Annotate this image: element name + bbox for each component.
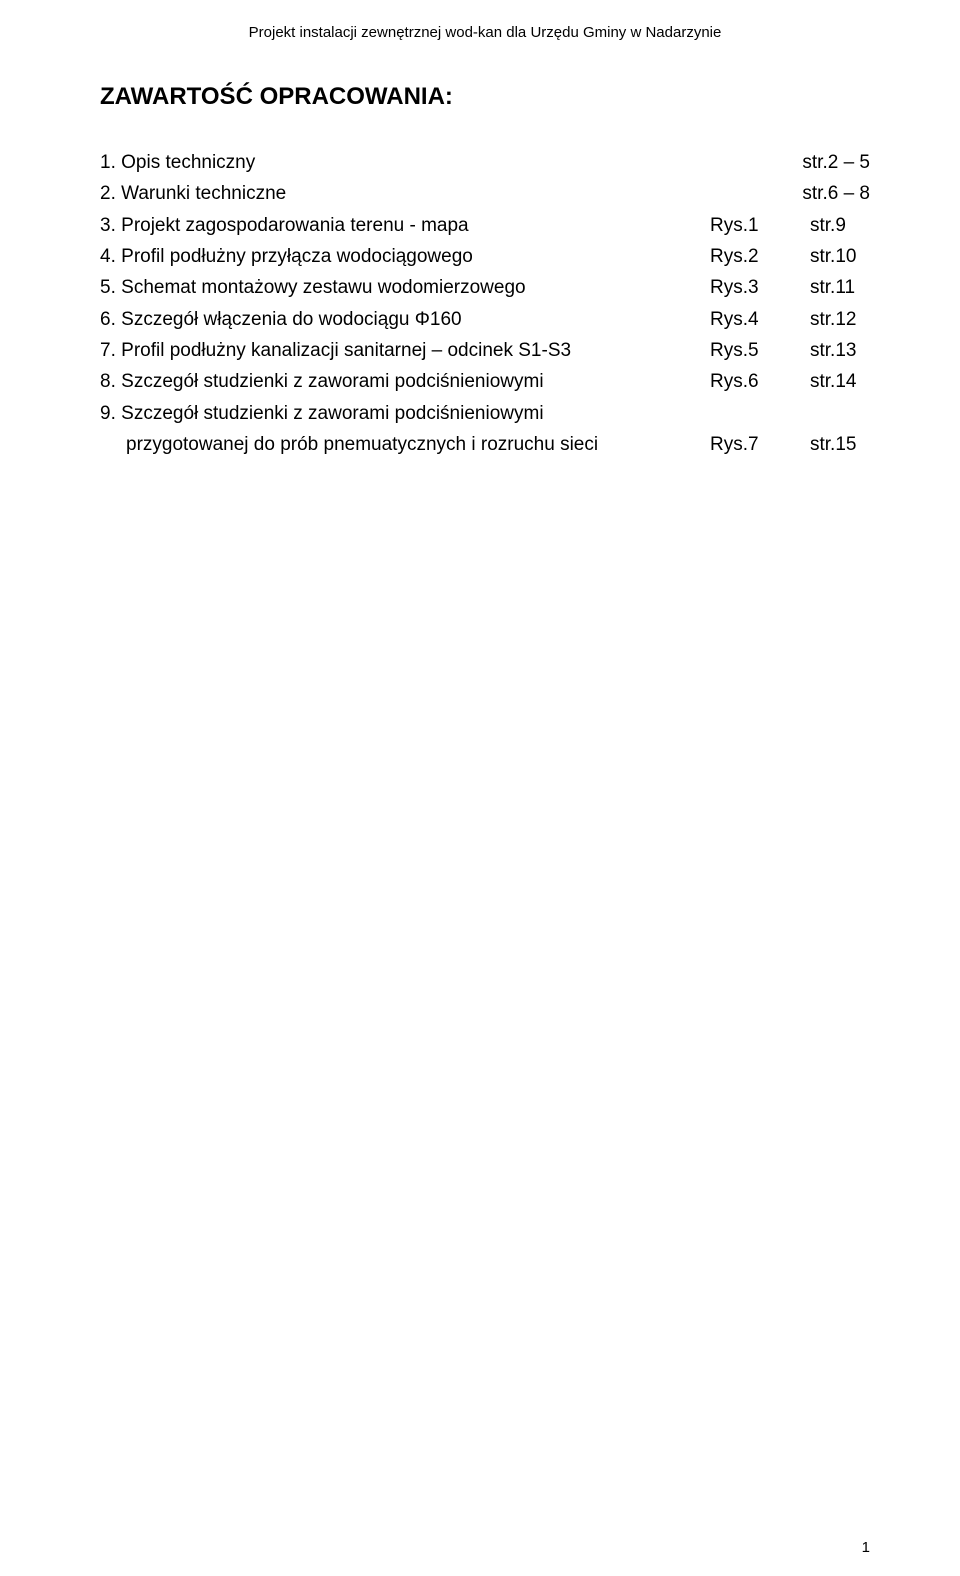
toc-label: Szczegół studzienki z zaworami podciśnie… [121, 371, 543, 392]
toc-rys: Rys.6 [710, 366, 770, 397]
toc-row: 5. Schemat montażowy zestawu wodomierzow… [100, 272, 870, 303]
toc-row: 6. Szczegół włączenia do wodociągu Φ160 … [100, 304, 870, 335]
toc-text: 4. Profil podłużny przyłącza wodociągowe… [100, 241, 690, 272]
toc-refs: Rys.6 str.14 [690, 366, 870, 397]
toc-text: 3. Projekt zagospodarowania terenu - map… [100, 210, 690, 241]
toc-label: Schemat montażowy zestawu wodomierzowego [121, 277, 525, 298]
toc-rys: Rys.5 [710, 335, 770, 366]
toc-refs: str.2 – 5 [750, 147, 870, 178]
toc-num: 7. [100, 340, 116, 361]
toc-str: str.11 [810, 272, 870, 303]
toc-row: 7. Profil podłużny kanalizacji sanitarne… [100, 335, 870, 366]
toc-label: Profil podłużny przyłącza wodociągowego [121, 246, 473, 267]
toc-row: 2. Warunki techniczne str.6 – 8 [100, 178, 870, 209]
toc-row: 4. Profil podłużny przyłącza wodociągowe… [100, 241, 870, 272]
toc-str: str.14 [810, 366, 870, 397]
toc-text: 2. Warunki techniczne [100, 178, 750, 209]
toc-refs: Rys.1 str.9 [690, 210, 870, 241]
toc-row: 9. Szczegół studzienki z zaworami podciś… [100, 398, 870, 429]
toc-text: 1. Opis techniczny [100, 147, 750, 178]
toc-num: 4. [100, 246, 116, 267]
toc-text: 5. Schemat montażowy zestawu wodomierzow… [100, 272, 690, 303]
toc-num: 6. [100, 309, 116, 330]
document-header: Projekt instalacji zewnętrznej wod-kan d… [100, 24, 870, 41]
toc-label: Szczegół włączenia do wodociągu Φ160 [121, 309, 461, 330]
toc-num: 8. [100, 371, 116, 392]
toc-refs: Rys.4 str.12 [690, 304, 870, 335]
toc-rys: Rys.2 [710, 241, 770, 272]
toc-str: str.15 [810, 429, 870, 460]
toc-row: 1. Opis techniczny str.2 – 5 [100, 147, 870, 178]
table-of-contents: 1. Opis techniczny str.2 – 5 2. Warunki … [100, 147, 870, 460]
toc-refs: Rys.2 str.10 [690, 241, 870, 272]
toc-label: Opis techniczny [121, 152, 255, 173]
toc-str: str.12 [810, 304, 870, 335]
toc-row: 3. Projekt zagospodarowania terenu - map… [100, 210, 870, 241]
toc-rys: Rys.1 [710, 210, 770, 241]
toc-text: przygotowanej do prób pnemuatycznych i r… [100, 429, 690, 460]
toc-num: 2. [100, 183, 116, 204]
toc-row: przygotowanej do prób pnemuatycznych i r… [100, 429, 870, 460]
toc-rys: Rys.4 [710, 304, 770, 335]
toc-num: 1. [100, 152, 116, 173]
toc-text: 9. Szczegół studzienki z zaworami podciś… [100, 398, 690, 429]
toc-str: str.13 [810, 335, 870, 366]
page-number: 1 [862, 1539, 870, 1556]
document-title: ZAWARTOŚĆ OPRACOWANIA: [100, 83, 870, 111]
toc-num: 5. [100, 277, 116, 298]
toc-refs: Rys.3 str.11 [690, 272, 870, 303]
toc-str: str.6 – 8 [802, 178, 870, 209]
toc-str: str.10 [810, 241, 870, 272]
toc-num: 3. [100, 215, 116, 236]
toc-label: Szczegół studzienki z zaworami podciśnie… [121, 403, 543, 424]
toc-str: str.9 [810, 210, 870, 241]
toc-rys: Rys.3 [710, 272, 770, 303]
toc-refs: Rys.5 str.13 [690, 335, 870, 366]
toc-rys: Rys.7 [710, 429, 770, 460]
toc-refs: str.6 – 8 [750, 178, 870, 209]
toc-label: Projekt zagospodarowania terenu - mapa [121, 215, 468, 236]
toc-num: 9. [100, 403, 116, 424]
toc-text: 6. Szczegół włączenia do wodociągu Φ160 [100, 304, 690, 335]
toc-label: przygotowanej do prób pnemuatycznych i r… [126, 434, 598, 455]
toc-label: Warunki techniczne [121, 183, 286, 204]
toc-refs: Rys.7 str.15 [690, 429, 870, 460]
toc-text: 7. Profil podłużny kanalizacji sanitarne… [100, 335, 690, 366]
toc-text: 8. Szczegół studzienki z zaworami podciś… [100, 366, 690, 397]
toc-row: 8. Szczegół studzienki z zaworami podciś… [100, 366, 870, 397]
toc-label: Profil podłużny kanalizacji sanitarnej –… [121, 340, 571, 361]
toc-str: str.2 – 5 [802, 147, 870, 178]
